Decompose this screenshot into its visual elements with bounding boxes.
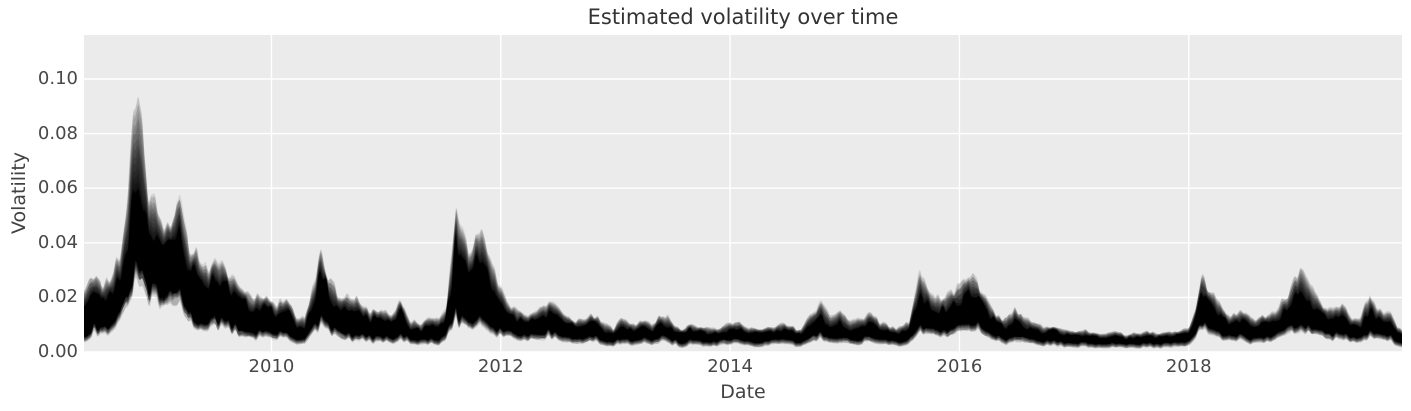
y-tick-label: 0.04 [37,231,78,253]
y-tick-label: 0.02 [37,286,78,308]
x-tick-label: 2010 [248,356,295,377]
y-tick-label: 0.10 [37,68,78,89]
y-tick-label: 0.08 [37,122,78,144]
x-axis-label: Date [720,381,766,403]
x-tick-label: 2016 [936,356,983,377]
y-tick-label: 0.00 [37,341,78,362]
x-tick-label: 2014 [707,356,753,377]
y-tick-label: 0.06 [37,177,78,199]
chart-title: Estimated volatility over time [587,5,899,29]
x-tick-label: 2018 [1165,356,1212,377]
x-tick-label: 2012 [477,356,524,377]
